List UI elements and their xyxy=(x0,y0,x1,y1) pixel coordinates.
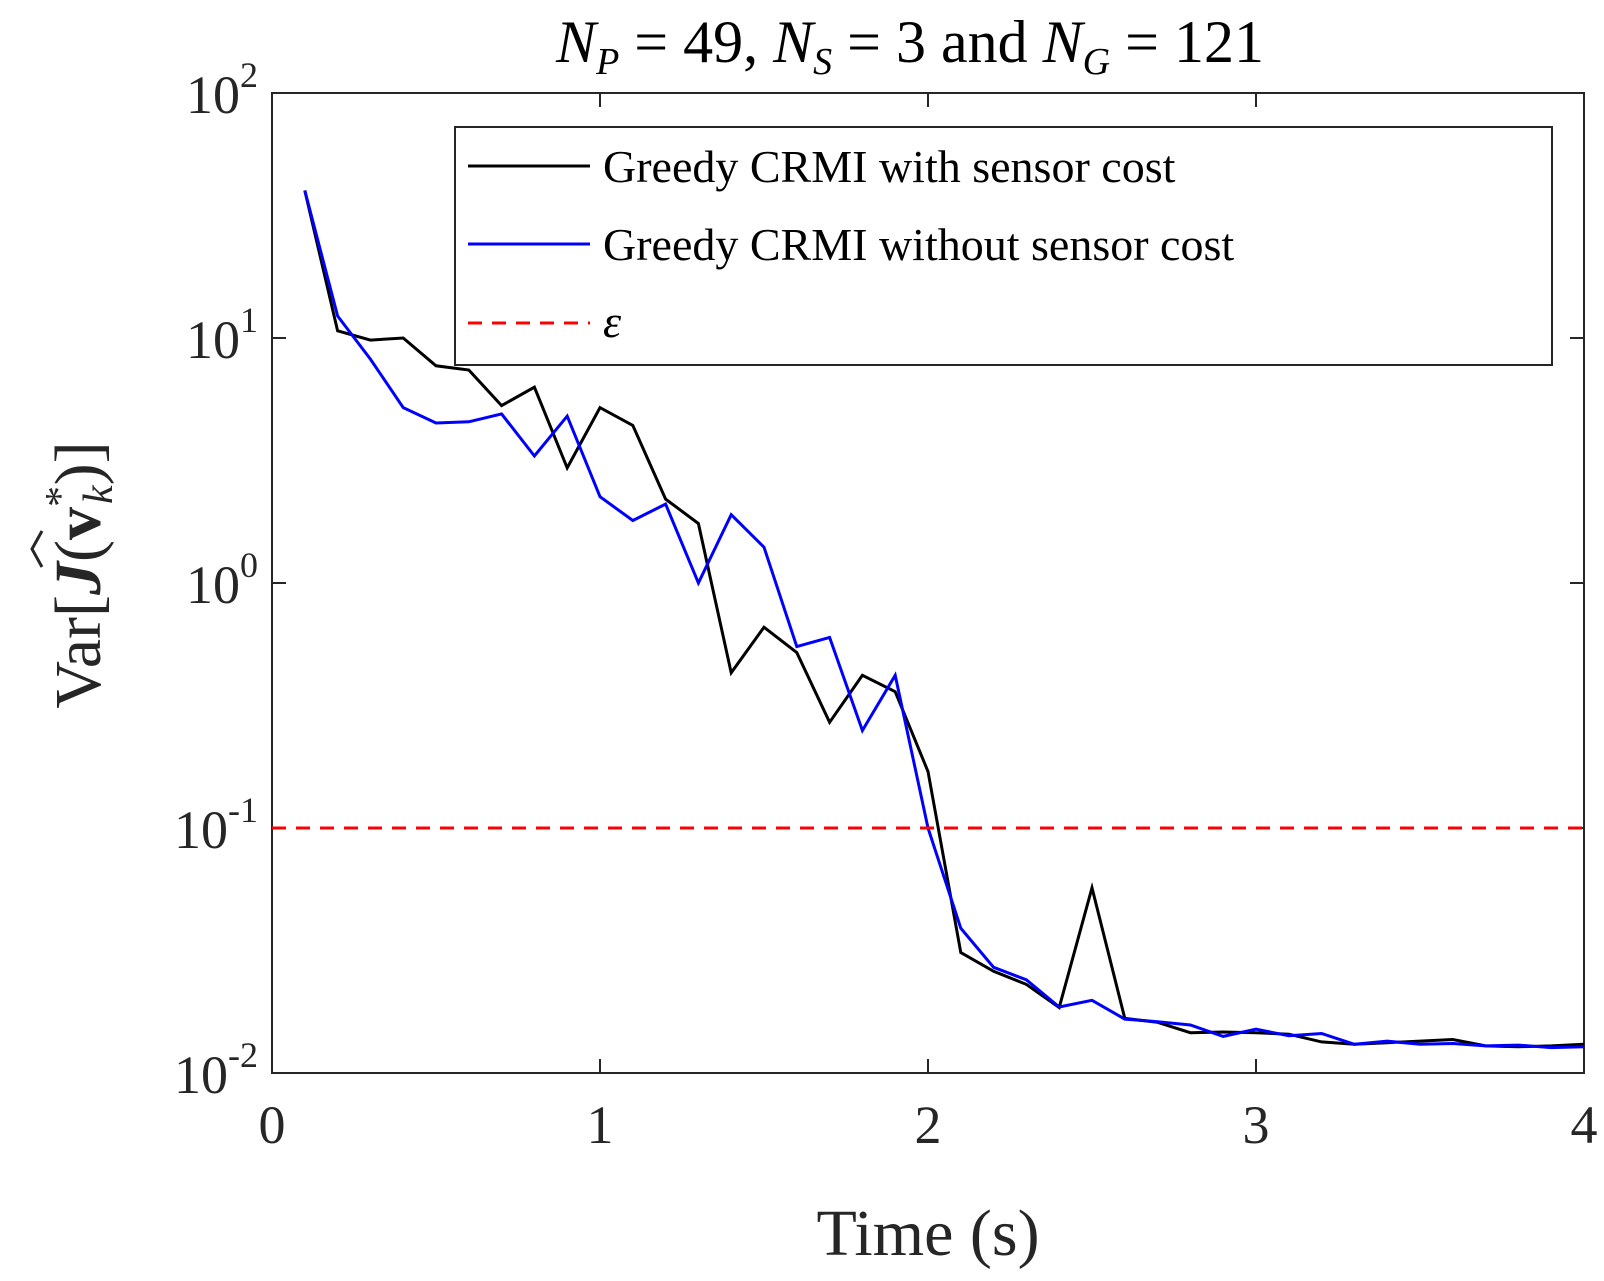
series-layer xyxy=(272,190,1585,1050)
legend-label-with-cost: Greedy CRMI with sensor cost xyxy=(603,141,1176,192)
x-tick-label: 4 xyxy=(1571,1095,1598,1155)
chart-title: NP = 49, NS = 3 and NG = 121 xyxy=(555,9,1264,83)
x-axis-title: Time (s) xyxy=(816,1197,1039,1270)
x-tick-label: 2 xyxy=(915,1095,942,1155)
axis-tick-labels: 0 1 2 3 4 10-2 10-1 100 101 102 xyxy=(174,55,1598,1155)
y-tick-label: 100 xyxy=(186,545,258,615)
y-tick-label: 101 xyxy=(186,300,258,370)
series-without-sensor-cost-line xyxy=(303,190,1585,1050)
legend: Greedy CRMI with sensor cost Greedy CRMI… xyxy=(454,126,1553,366)
y-axis-title: Var[J(v*k)] xyxy=(30,441,122,709)
y-axis-title-hat xyxy=(30,530,44,568)
y-tick-label: 10-1 xyxy=(174,790,258,860)
x-tick-label: 3 xyxy=(1243,1095,1270,1155)
y-tick-label: 10-2 xyxy=(174,1035,258,1105)
x-tick-label: 1 xyxy=(587,1095,614,1155)
y-tick-label: 102 xyxy=(186,55,258,125)
legend-box xyxy=(454,126,1553,366)
x-tick-label: 0 xyxy=(259,1095,286,1155)
legend-label-without-cost: Greedy CRMI without sensor cost xyxy=(603,219,1234,270)
legend-label-epsilon: ε xyxy=(603,296,622,347)
svg-text:Var[J(v*k)]: Var[J(v*k)] xyxy=(38,441,122,708)
